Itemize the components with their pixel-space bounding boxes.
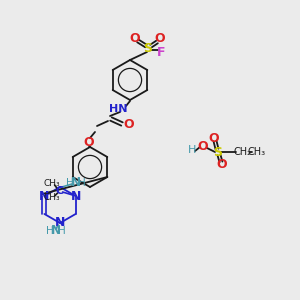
Text: S: S	[143, 41, 152, 55]
Text: H: H	[78, 178, 86, 188]
Text: CH₂: CH₂	[234, 147, 252, 157]
Text: H: H	[58, 226, 66, 236]
Text: O: O	[198, 140, 208, 154]
Text: O: O	[209, 131, 219, 145]
Text: N: N	[51, 224, 61, 238]
Text: O: O	[130, 32, 140, 44]
Text: O: O	[124, 118, 134, 130]
Text: H: H	[46, 226, 54, 236]
Text: N: N	[70, 190, 81, 202]
Text: O: O	[217, 158, 227, 172]
Text: O: O	[155, 32, 165, 46]
Text: CH₃: CH₃	[43, 178, 60, 188]
Text: H: H	[66, 178, 74, 188]
Text: F: F	[157, 46, 165, 59]
Text: CH₃: CH₃	[43, 193, 60, 202]
Text: HN: HN	[109, 104, 127, 114]
Text: S: S	[214, 146, 223, 158]
Text: N: N	[55, 217, 65, 230]
Text: H: H	[188, 145, 196, 155]
Text: N: N	[71, 176, 81, 190]
Text: C: C	[56, 186, 64, 196]
Text: O: O	[84, 136, 94, 148]
Text: CH₃: CH₃	[248, 147, 266, 157]
Text: N: N	[39, 190, 50, 202]
